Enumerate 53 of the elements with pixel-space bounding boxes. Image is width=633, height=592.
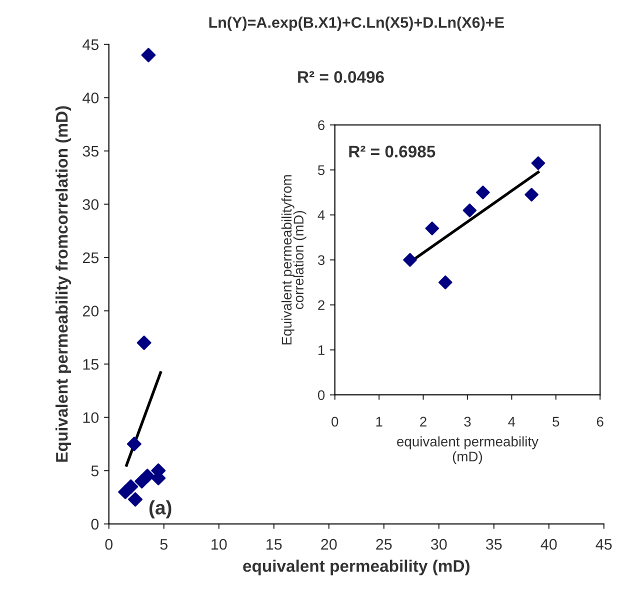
y-tick-label: 35 bbox=[82, 146, 99, 157]
y-tick-label: 5 bbox=[91, 466, 99, 476]
x-tick-label: 0 bbox=[105, 538, 113, 550]
y-tick-label: 6 bbox=[318, 120, 325, 130]
chart-title: Ln(Y)=A.exp(B.X1)+C.Ln(X5)+D.Ln(X6)+E bbox=[209, 16, 504, 31]
y-axis-title: Equivalent permeability fromcorrelation (mD) bbox=[56, 106, 72, 462]
x-tick-label: 1 bbox=[376, 416, 382, 426]
x-tick-label: 2 bbox=[420, 416, 426, 426]
point bbox=[476, 185, 490, 200]
y-tick-label: 4 bbox=[318, 210, 325, 220]
y-tick-label: 5 bbox=[318, 165, 325, 176]
annotation: R² = 0.0496 bbox=[298, 71, 384, 83]
x-axis-title: equivalent permeability (mD) bbox=[243, 560, 470, 576]
point bbox=[124, 479, 138, 494]
point bbox=[425, 221, 440, 236]
x-tick-label: 10 bbox=[212, 538, 227, 550]
x-tick-label: 40 bbox=[540, 538, 557, 550]
point bbox=[403, 252, 417, 267]
y-tick-label: 15 bbox=[83, 359, 99, 370]
point bbox=[524, 188, 538, 202]
point bbox=[438, 275, 452, 290]
x-tick-label: 0 bbox=[332, 416, 338, 427]
x-tick-label: 6 bbox=[596, 416, 604, 427]
y-tick-label: 2 bbox=[318, 300, 324, 310]
y-tick-label: 45 bbox=[82, 39, 99, 50]
y-tick-label: 1 bbox=[318, 345, 324, 355]
x-tick-label: 35 bbox=[486, 538, 502, 550]
point bbox=[140, 468, 155, 484]
y-tick-label: 0 bbox=[91, 518, 99, 530]
x-tick-label: 5 bbox=[160, 539, 168, 550]
y-tick-label: 3 bbox=[318, 255, 325, 266]
y-tick-label: 25 bbox=[82, 252, 99, 264]
point bbox=[126, 436, 142, 452]
point bbox=[136, 335, 152, 350]
y-tick-label: 40 bbox=[82, 92, 99, 104]
x-tick-label: 3 bbox=[464, 416, 471, 427]
x-tick-label: 15 bbox=[266, 539, 282, 550]
y-axis-title: Equivalent permeabilityfrom correlation (mD) bbox=[281, 175, 306, 344]
point bbox=[141, 48, 156, 62]
point bbox=[462, 203, 477, 218]
y-tick-label: 20 bbox=[82, 306, 99, 316]
point bbox=[128, 492, 143, 507]
x-tick-label: 45 bbox=[596, 539, 612, 550]
point bbox=[531, 156, 546, 170]
annotation: (a) bbox=[149, 500, 172, 518]
y-tick-label: 30 bbox=[82, 199, 99, 210]
x-tick-label: 5 bbox=[552, 416, 560, 427]
x-tick-label: 25 bbox=[376, 538, 392, 550]
x-tick-label: 30 bbox=[430, 538, 447, 550]
annotation: R² = 0.6985 bbox=[349, 146, 436, 158]
x-axis-title: equivalent permeability (mD) bbox=[397, 436, 538, 464]
y-tick-label: 0 bbox=[318, 390, 325, 400]
x-tick-label: 4 bbox=[508, 416, 516, 426]
